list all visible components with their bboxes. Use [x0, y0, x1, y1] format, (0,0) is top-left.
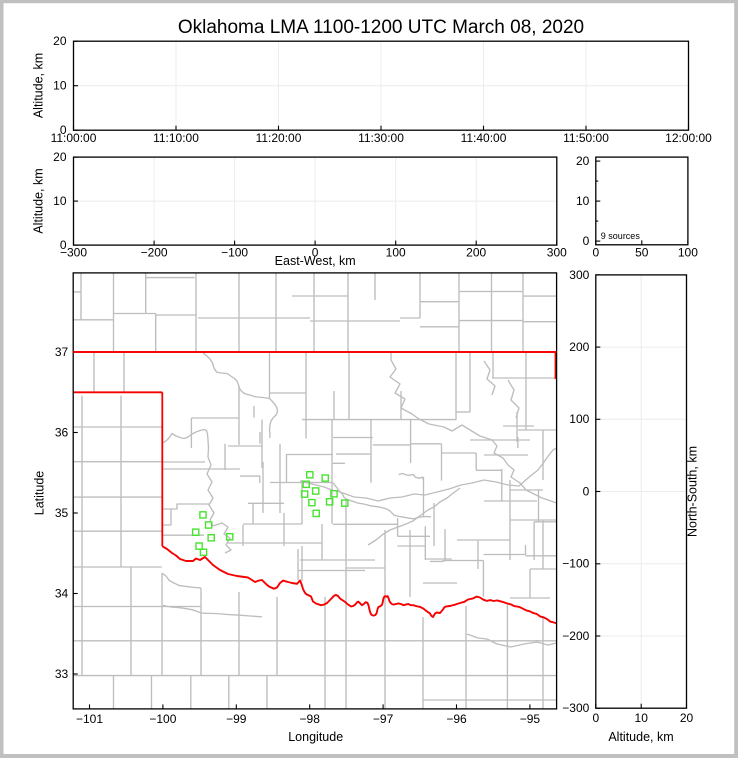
svg-text:Oklahoma LMA 1100-1200 UTC Mar: Oklahoma LMA 1100-1200 UTC March 08, 202… — [178, 17, 584, 38]
svg-text:37: 37 — [55, 345, 69, 359]
svg-text:0: 0 — [60, 238, 67, 252]
svg-text:10: 10 — [576, 194, 590, 208]
svg-text:−100: −100 — [562, 557, 589, 571]
svg-text:20: 20 — [680, 711, 694, 725]
svg-text:−95: −95 — [520, 712, 541, 726]
svg-text:20: 20 — [53, 34, 67, 48]
svg-text:0: 0 — [583, 484, 590, 498]
svg-text:36: 36 — [55, 425, 69, 439]
svg-text:10: 10 — [635, 711, 649, 725]
svg-text:10: 10 — [53, 194, 67, 208]
svg-text:−97: −97 — [373, 712, 394, 726]
svg-text:North-South, km: North-South, km — [686, 446, 700, 537]
svg-text:34: 34 — [55, 586, 69, 600]
svg-text:11:10:00: 11:10:00 — [153, 131, 199, 145]
svg-text:9 sources: 9 sources — [601, 231, 641, 241]
svg-text:−100: −100 — [149, 712, 176, 726]
svg-text:0: 0 — [60, 123, 67, 137]
svg-text:−96: −96 — [446, 712, 467, 726]
svg-text:11:50:00: 11:50:00 — [563, 131, 609, 145]
svg-text:−98: −98 — [300, 712, 321, 726]
svg-text:35: 35 — [55, 506, 69, 520]
svg-text:200: 200 — [466, 246, 486, 260]
svg-text:−100: −100 — [221, 246, 248, 260]
svg-text:East-West, km: East-West, km — [275, 254, 356, 268]
svg-text:Altitude, km: Altitude, km — [608, 730, 673, 744]
svg-text:100: 100 — [678, 246, 698, 260]
svg-text:300: 300 — [547, 246, 567, 260]
svg-text:20: 20 — [53, 150, 67, 164]
svg-text:11:30:00: 11:30:00 — [358, 131, 404, 145]
svg-text:11:20:00: 11:20:00 — [256, 131, 302, 145]
svg-text:50: 50 — [635, 246, 649, 260]
svg-text:−200: −200 — [141, 246, 168, 260]
svg-text:12:00:00: 12:00:00 — [665, 131, 712, 145]
svg-text:11:40:00: 11:40:00 — [461, 131, 507, 145]
svg-text:−300: −300 — [562, 701, 589, 715]
svg-text:100: 100 — [569, 412, 589, 426]
svg-text:10: 10 — [53, 79, 67, 93]
svg-text:Latitude: Latitude — [33, 471, 47, 516]
svg-text:200: 200 — [569, 340, 589, 354]
svg-text:0: 0 — [592, 246, 599, 260]
svg-text:−300: −300 — [60, 246, 87, 260]
svg-text:−200: −200 — [562, 629, 589, 643]
svg-text:11:00:00: 11:00:00 — [51, 131, 97, 145]
svg-text:0: 0 — [592, 711, 599, 725]
svg-text:−101: −101 — [76, 712, 103, 726]
svg-text:Longitude: Longitude — [288, 730, 343, 744]
svg-text:−99: −99 — [226, 712, 247, 726]
svg-text:Altitude, km: Altitude, km — [32, 168, 46, 233]
svg-text:33: 33 — [55, 667, 69, 681]
svg-text:20: 20 — [576, 154, 590, 168]
svg-text:100: 100 — [386, 246, 406, 260]
svg-text:Altitude, km: Altitude, km — [32, 53, 46, 118]
svg-text:0: 0 — [312, 246, 319, 260]
svg-text:0: 0 — [583, 234, 590, 248]
svg-text:300: 300 — [569, 268, 589, 282]
